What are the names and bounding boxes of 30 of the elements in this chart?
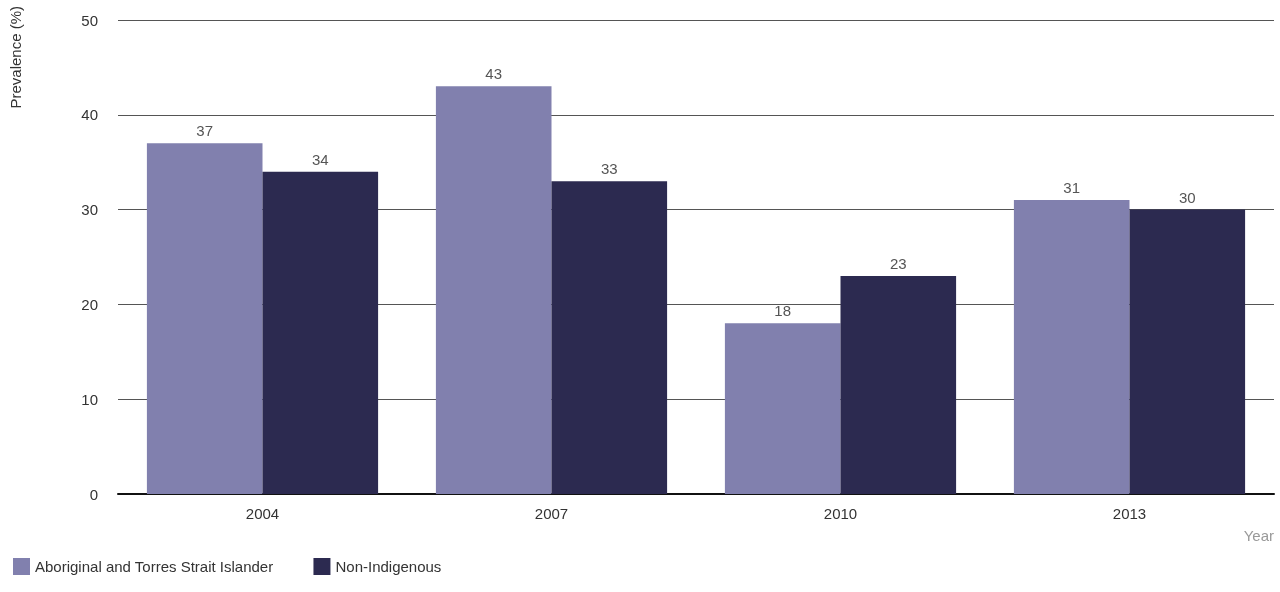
data-label: 37 [196, 122, 214, 140]
bar [262, 171, 379, 494]
bar [724, 323, 841, 494]
data-label: 30 [1178, 188, 1196, 206]
data-label: 31 [1063, 179, 1081, 197]
x-tick-label: 2004 [245, 505, 280, 522]
x-tick-label: 2013 [1112, 505, 1147, 522]
y-tick-label: 10 [81, 390, 98, 408]
y-tick-label: 20 [81, 295, 98, 313]
x-axis-title: Year [1243, 527, 1274, 544]
bar [435, 86, 552, 494]
data-label: 18 [774, 302, 792, 320]
bar [1129, 209, 1246, 494]
y-axis-title: Prevalence (%) [7, 5, 24, 109]
y-tick-label: 40 [81, 106, 98, 124]
legend-label: Aboriginal and Torres Strait Islander [35, 558, 274, 575]
data-label: 33 [600, 160, 618, 178]
y-tick-label: 0 [89, 485, 98, 503]
bar [146, 143, 263, 494]
data-label: 34 [311, 150, 329, 168]
bar [551, 181, 668, 494]
bar [840, 275, 957, 494]
y-tick-label: 30 [81, 201, 98, 219]
y-tick-label: 50 [81, 11, 98, 29]
legend-label: Non-Indigenous [335, 558, 442, 575]
x-tick-label: 2010 [823, 505, 858, 522]
data-label: 23 [889, 254, 907, 272]
data-label: 43 [485, 65, 503, 83]
x-tick-label: 2007 [534, 505, 569, 522]
bar [1013, 200, 1130, 494]
